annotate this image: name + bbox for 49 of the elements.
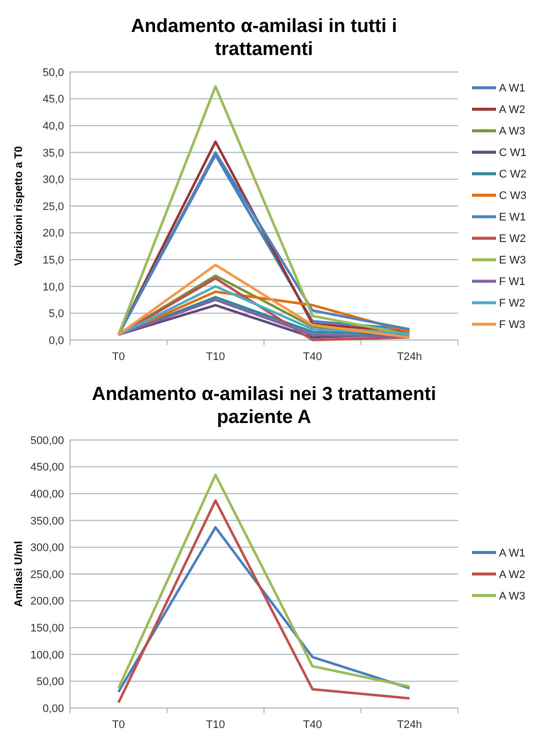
legend-label: C W1 <box>499 147 526 160</box>
legend-label: E W1 <box>499 212 526 224</box>
y-tick-label: 0,0 <box>48 334 64 347</box>
y-tick-label: 25,0 <box>42 200 64 213</box>
y-tick-label: 45,0 <box>42 94 64 106</box>
y-tick-label: 35,0 <box>42 147 64 160</box>
y-tick-label: 50,0 <box>42 66 64 79</box>
x-tick-label: T24h <box>396 351 422 363</box>
y-axis-title: Amilasi U/ml <box>13 540 25 608</box>
y-tick-label: 100,00 <box>30 649 64 662</box>
legend-label: E W3 <box>499 254 526 267</box>
legend-label: A W1 <box>499 547 526 560</box>
y-tick-label: 350,00 <box>30 515 64 528</box>
y-tick-label: 150,00 <box>30 622 64 634</box>
legend-label: A W2 <box>499 568 526 581</box>
x-tick-label: T0 <box>112 351 125 363</box>
x-tick-label: T40 <box>303 719 322 731</box>
legend-label: F W1 <box>499 276 526 288</box>
legend-label: E W2 <box>499 233 526 246</box>
legend-label: A W3 <box>499 590 526 602</box>
legend-label: C W3 <box>499 190 526 202</box>
x-tick-label: T0 <box>112 719 125 731</box>
y-tick-label: 400,00 <box>30 488 64 500</box>
y-tick-label: 0,00 <box>42 702 64 715</box>
y-tick-label: 20,0 <box>42 228 64 240</box>
y-tick-label: 50,00 <box>36 676 64 688</box>
legend-label: A W1 <box>499 82 526 95</box>
legend-label: A W3 <box>499 126 526 138</box>
y-tick-label: 450,00 <box>30 462 64 474</box>
x-tick-label: T10 <box>206 351 225 363</box>
chart-title: Andamento α-amilasi in tutti i trattamenti <box>130 16 398 60</box>
y-tick-label: 30,0 <box>42 174 64 186</box>
x-tick-label: T10 <box>206 719 225 731</box>
y-axis-title: Variazioni rispetto a T0 <box>13 146 25 266</box>
legend-label: A W2 <box>499 104 526 116</box>
y-tick-label: 15,0 <box>42 254 64 266</box>
x-tick-label: T24h <box>396 719 422 731</box>
x-tick-label: T40 <box>303 351 322 363</box>
y-tick-label: 300,00 <box>30 542 64 554</box>
legend-label: C W2 <box>499 168 526 181</box>
y-tick-label: 5,0 <box>48 308 64 320</box>
legend-label: F W2 <box>499 298 526 310</box>
legend-label: F W3 <box>499 319 526 332</box>
chart-title: Andamento α-amilasi nei 3 trattamenti paziente A <box>92 384 436 428</box>
y-tick-label: 40,0 <box>42 120 64 132</box>
y-tick-label: 500,00 <box>30 434 64 447</box>
y-tick-label: 250,00 <box>30 568 64 581</box>
y-tick-label: 10,0 <box>42 281 64 294</box>
y-tick-label: 200,00 <box>30 596 64 608</box>
